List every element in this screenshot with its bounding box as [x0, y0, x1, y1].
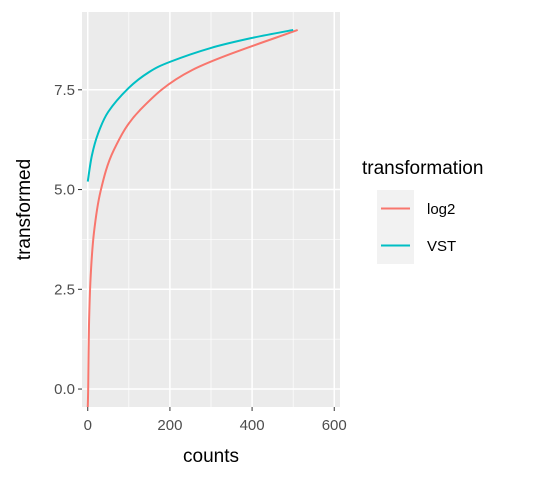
y-tick-label: 7.5	[54, 82, 75, 99]
y-tick-label: 0.0	[54, 381, 75, 398]
y-tick-label: 2.5	[54, 281, 75, 298]
series-lines	[86, 28, 299, 408]
x-tick-label: 0	[84, 417, 92, 434]
x-axis-ticks: 0 200 400 600	[84, 407, 347, 434]
x-tick-label: 200	[157, 417, 182, 434]
minor-gridlines	[82, 12, 340, 407]
x-axis-label: counts	[183, 446, 239, 467]
series-line-vst	[86, 28, 294, 182]
series-line-log2	[86, 29, 299, 408]
legend-title: transformation	[362, 158, 483, 179]
y-tick-label: 5.0	[54, 182, 75, 199]
y-axis-ticks: 0.0 2.5 5.0 7.5	[54, 82, 82, 398]
x-tick-label: 600	[322, 417, 347, 434]
y-axis-label: transformed	[14, 159, 35, 260]
legend-label-vst: VST	[427, 238, 456, 255]
legend: transformation log2 VST	[362, 158, 483, 264]
legend-label-log2: log2	[427, 201, 455, 218]
x-tick-label: 400	[240, 417, 265, 434]
